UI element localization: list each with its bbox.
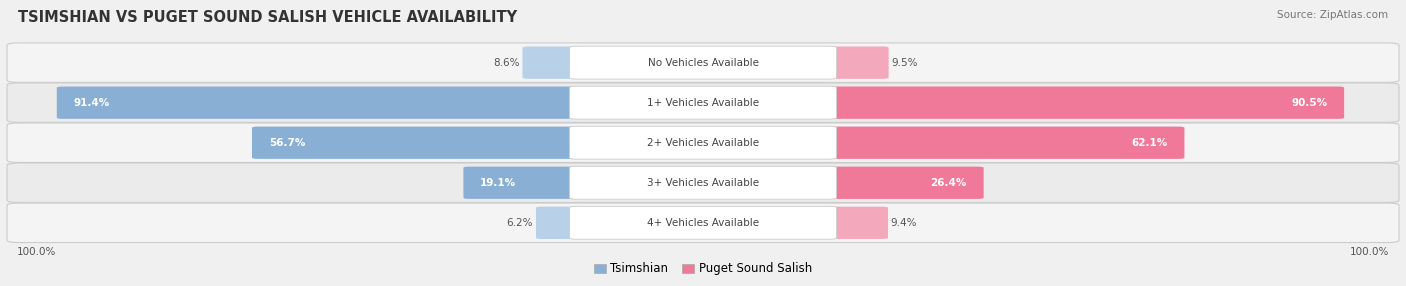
Legend: Tsimshian, Puget Sound Salish: Tsimshian, Puget Sound Salish [589,258,817,280]
FancyBboxPatch shape [252,127,582,159]
FancyBboxPatch shape [7,163,1399,202]
FancyBboxPatch shape [824,167,984,199]
Text: 4+ Vehicles Available: 4+ Vehicles Available [647,218,759,228]
FancyBboxPatch shape [7,83,1399,122]
Text: 9.5%: 9.5% [891,58,918,67]
FancyBboxPatch shape [569,46,837,79]
FancyBboxPatch shape [464,167,582,199]
FancyBboxPatch shape [569,206,837,239]
FancyBboxPatch shape [536,207,582,239]
Text: 3+ Vehicles Available: 3+ Vehicles Available [647,178,759,188]
Text: 2+ Vehicles Available: 2+ Vehicles Available [647,138,759,148]
Text: 6.2%: 6.2% [506,218,533,228]
FancyBboxPatch shape [569,86,837,119]
Text: 90.5%: 90.5% [1291,98,1327,108]
FancyBboxPatch shape [523,47,582,79]
FancyBboxPatch shape [569,126,837,159]
FancyBboxPatch shape [569,166,837,199]
Text: 26.4%: 26.4% [931,178,967,188]
Text: 91.4%: 91.4% [73,98,110,108]
Text: No Vehicles Available: No Vehicles Available [648,58,758,67]
FancyBboxPatch shape [824,127,1184,159]
Text: 8.6%: 8.6% [494,58,520,67]
Text: 100.0%: 100.0% [1350,247,1389,257]
FancyBboxPatch shape [56,87,582,119]
FancyBboxPatch shape [824,87,1344,119]
FancyBboxPatch shape [7,123,1399,162]
FancyBboxPatch shape [824,207,889,239]
Text: 9.4%: 9.4% [891,218,917,228]
Text: 62.1%: 62.1% [1132,138,1167,148]
FancyBboxPatch shape [7,203,1399,243]
FancyBboxPatch shape [824,47,889,79]
Text: TSIMSHIAN VS PUGET SOUND SALISH VEHICLE AVAILABILITY: TSIMSHIAN VS PUGET SOUND SALISH VEHICLE … [18,10,517,25]
Text: 1+ Vehicles Available: 1+ Vehicles Available [647,98,759,108]
Text: Source: ZipAtlas.com: Source: ZipAtlas.com [1277,10,1388,20]
Text: 19.1%: 19.1% [481,178,516,188]
Text: 56.7%: 56.7% [269,138,305,148]
FancyBboxPatch shape [7,43,1399,82]
Text: 100.0%: 100.0% [17,247,56,257]
